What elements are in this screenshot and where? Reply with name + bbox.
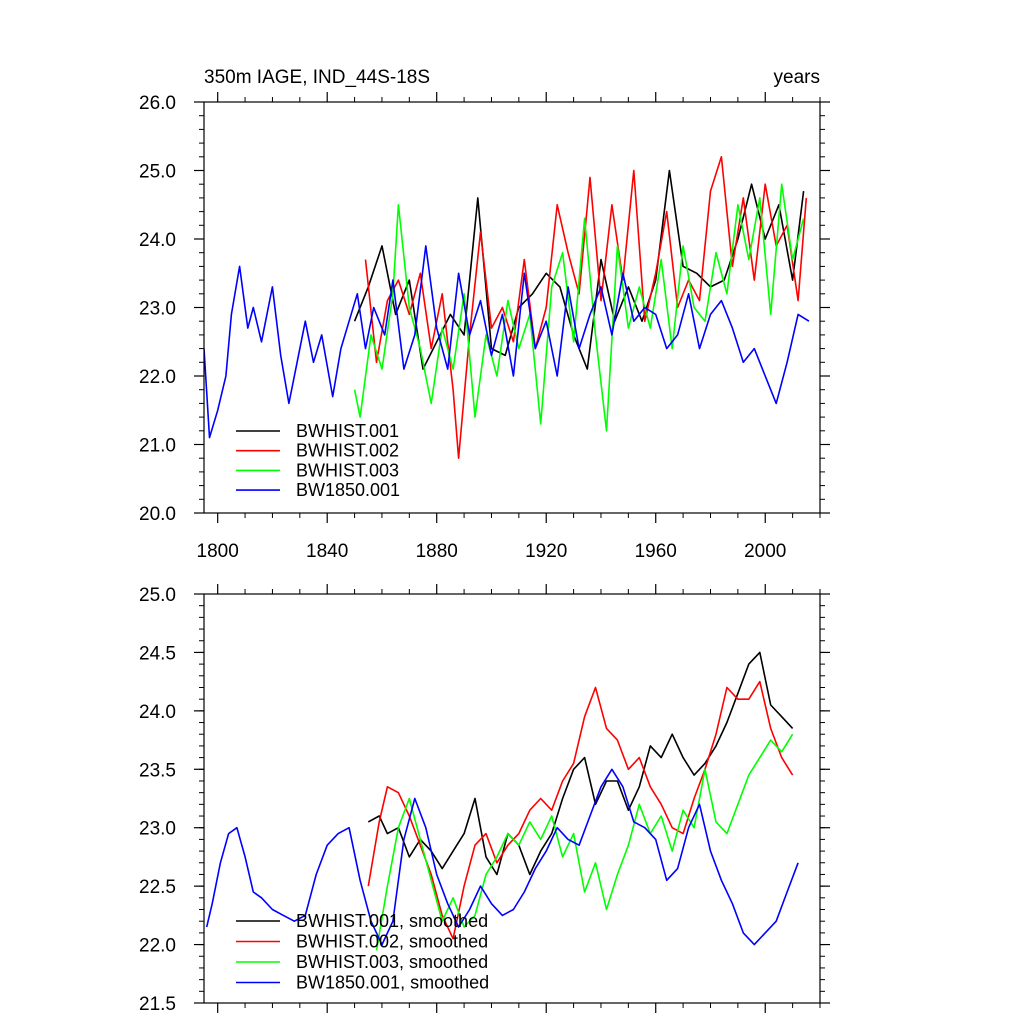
chart-panel-1: 1800 1840 1880 1920 1960 2000 20.0 21.0 22.0 23.0… bbox=[139, 67, 830, 562]
series-line-1 bbox=[367, 651, 794, 876]
y-tick-label: 24.0 bbox=[139, 230, 176, 251]
y-tick-label: 25.0 bbox=[139, 162, 176, 183]
legend-label-1: BWHIST.001, smoothed bbox=[296, 911, 488, 931]
series-line-2 bbox=[364, 156, 808, 460]
chart-title-left: 350m IAGE, IND_44S-18S bbox=[204, 67, 430, 88]
legend-label-4: BW1850.001, smoothed bbox=[296, 973, 489, 993]
legend-label-1: BWHIST.001 bbox=[296, 421, 399, 441]
plot-frame bbox=[203, 593, 821, 1004]
y-tick-label: 20.0 bbox=[139, 504, 176, 525]
series-group bbox=[205, 651, 799, 951]
x-tick-label: 1800 bbox=[197, 541, 239, 562]
y-tick-label: 23.0 bbox=[139, 819, 176, 840]
y-tick-label: 22.0 bbox=[139, 367, 176, 388]
y-tick-label: 21.0 bbox=[139, 436, 176, 457]
series-line-4 bbox=[204, 245, 810, 439]
series-line-2 bbox=[367, 680, 794, 940]
x-tick-label: 2000 bbox=[744, 541, 786, 562]
legend-label-2: BWHIST.002 bbox=[296, 441, 399, 461]
legend-label-3: BWHIST.003 bbox=[296, 460, 399, 480]
y-tick-label: 23.5 bbox=[139, 760, 176, 781]
y-tick-label: 23.0 bbox=[139, 299, 176, 320]
y-tick-label: 26.0 bbox=[139, 93, 176, 114]
y-tick-label: 25.0 bbox=[139, 585, 176, 606]
y-tick-label: 24.0 bbox=[139, 702, 176, 723]
x-tick-label: 1960 bbox=[635, 541, 677, 562]
series-line-3 bbox=[375, 733, 794, 951]
x-tick-label: 1920 bbox=[525, 541, 567, 562]
y-tick-label: 22.5 bbox=[139, 877, 176, 898]
series-line-3 bbox=[353, 183, 805, 432]
y-tick-label: 21.5 bbox=[139, 994, 176, 1015]
x-tick-label: 1840 bbox=[306, 541, 348, 562]
legend-label-2: BWHIST.002, smoothed bbox=[296, 932, 488, 952]
x-tick-label: 1880 bbox=[416, 541, 458, 562]
series-group bbox=[204, 156, 810, 460]
y-tick-label: 22.0 bbox=[139, 936, 176, 957]
chart-panel-2: 21.5 22.0 22.5 23.0 23.5 24.0 24.5 25.0 BWHIST.0… bbox=[139, 584, 830, 1015]
legend-label-4: BW1850.001 bbox=[296, 480, 400, 500]
chart-title-right: years bbox=[774, 67, 820, 88]
legend-label-3: BWHIST.003, smoothed bbox=[296, 952, 488, 972]
y-tick-label: 24.5 bbox=[139, 643, 176, 664]
series-line-4 bbox=[205, 768, 799, 946]
